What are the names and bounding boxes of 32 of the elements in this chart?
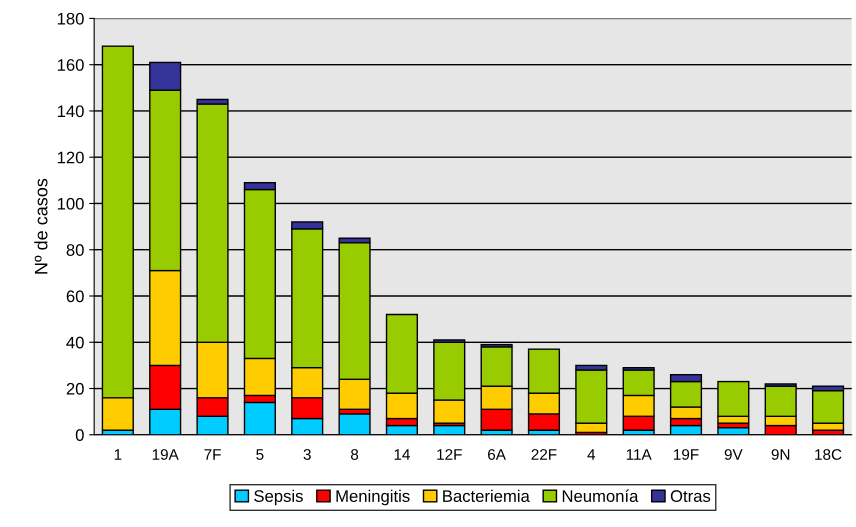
x-tick-label: 18C bbox=[815, 449, 842, 460]
y-tick-label: 160 bbox=[58, 59, 84, 71]
x-tick-label: 7F bbox=[204, 449, 221, 460]
legend-label: Bacteriemia bbox=[443, 490, 530, 502]
y-tick-label: 20 bbox=[66, 382, 84, 395]
x-tick-label: 11A bbox=[626, 449, 652, 460]
x-tick-label: 5 bbox=[256, 449, 264, 460]
y-tick-label: 40 bbox=[66, 336, 84, 348]
y-tick-label: 60 bbox=[66, 290, 84, 302]
y-axis-title: Nº de casos bbox=[34, 178, 48, 274]
legend-label: Neumonía bbox=[562, 490, 638, 502]
legend-label: Otras bbox=[670, 490, 710, 502]
x-tick-label: 9N bbox=[772, 449, 790, 460]
y-tick-label: 0 bbox=[76, 429, 84, 441]
y-tick-label: 140 bbox=[58, 105, 84, 118]
x-tick-label: 19A bbox=[152, 449, 179, 460]
y-tick-label: 80 bbox=[66, 244, 84, 256]
y-tick-label: 120 bbox=[58, 152, 84, 164]
legend-label: Meningitis bbox=[336, 490, 410, 506]
x-tick-label: 14 bbox=[394, 449, 410, 460]
legend-label: Sepsis bbox=[254, 490, 303, 506]
x-tick-label: 3 bbox=[304, 449, 311, 460]
x-tick-label: 8 bbox=[350, 449, 358, 460]
x-tick-label: 6A bbox=[488, 449, 506, 460]
x-tick-label: 1 bbox=[114, 449, 122, 460]
x-tick-label: 9V bbox=[724, 449, 743, 460]
x-tick-label: 4 bbox=[587, 449, 596, 460]
x-tick-label: 22F bbox=[532, 449, 557, 460]
y-tick-label: 180 bbox=[58, 12, 84, 25]
y-tick-label: 100 bbox=[58, 198, 84, 210]
x-tick-label: 19F bbox=[674, 449, 699, 460]
x-tick-label: 12F bbox=[437, 449, 462, 460]
